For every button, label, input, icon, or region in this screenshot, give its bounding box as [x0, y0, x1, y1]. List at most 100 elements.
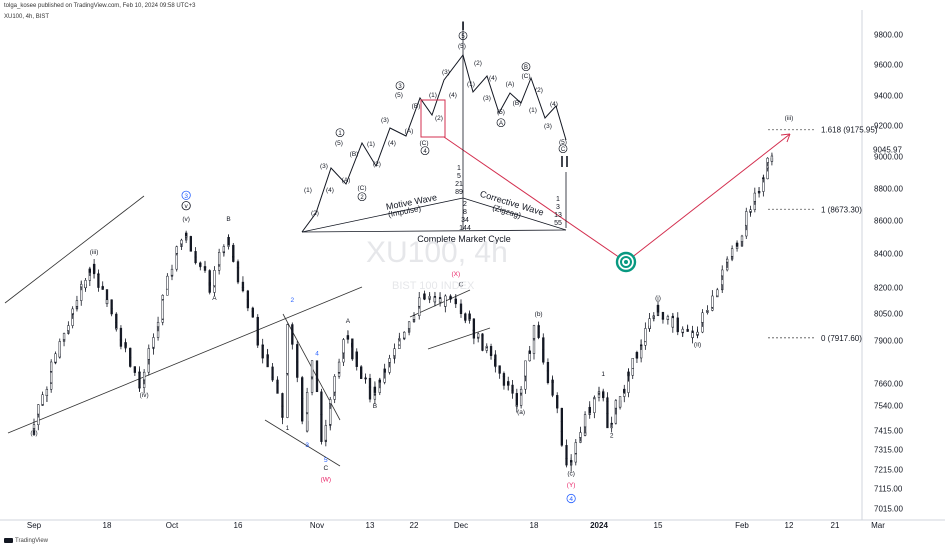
time-tick-label: Oct — [166, 521, 179, 530]
fib-right-value: 1 — [556, 196, 560, 203]
candle-body — [296, 344, 299, 363]
candle-body — [696, 331, 699, 335]
price-tick-label: 7660.00 — [874, 380, 903, 389]
price-tick-label: 7015.00 — [874, 505, 903, 514]
candle-body — [627, 371, 630, 376]
fib-right-value: 55 — [554, 220, 562, 227]
candle-body — [481, 335, 484, 351]
candle-body — [80, 284, 83, 288]
wave-label: (iv) — [140, 392, 149, 399]
price-tick-label: 8200.00 — [874, 284, 903, 293]
price-tick-label: 7415.00 — [874, 427, 903, 436]
time-tick-label: 22 — [410, 521, 419, 530]
diagram-wave-label: (5) — [395, 92, 403, 99]
lower-trendline — [7, 286, 363, 434]
wave-label: B — [373, 403, 377, 410]
candle-body — [618, 396, 622, 408]
fib-levels: 1.618 (9175.95) 1 (8673.30) 0 (7917.60) — [768, 126, 878, 343]
fib-left-value: 5 — [457, 173, 461, 180]
candle-body — [320, 414, 323, 442]
candle-body — [569, 460, 573, 463]
tradingview-logo: TradingView — [4, 538, 48, 544]
wave-label: (W) — [321, 476, 331, 483]
wave-label: A — [212, 295, 217, 302]
diagram-wave-label: (1) — [367, 141, 375, 148]
wave-label: (i) — [655, 295, 661, 302]
diagram-circle — [458, 31, 468, 41]
candle-body — [593, 397, 596, 399]
price-tick-label: 7215.00 — [874, 466, 903, 475]
candles — [32, 152, 774, 472]
candle-body — [610, 422, 613, 425]
candle-body — [468, 313, 471, 320]
candle-body — [110, 299, 113, 310]
price-tick-label: 8400.00 — [874, 250, 903, 259]
diagram-wave-label: (2) — [474, 60, 482, 67]
diagram-wave-label: (C) — [357, 185, 366, 192]
candle-body — [41, 394, 44, 405]
candle-body — [464, 318, 467, 321]
candle-body — [393, 348, 396, 356]
price-tick-label: 7115.00 — [874, 485, 903, 494]
price-axis[interactable]: 9800.00 9600.00 9400.00 9200.00 9000.00 8800.… — [873, 31, 903, 514]
candle-body — [701, 312, 704, 323]
time-tick-label: Feb — [735, 521, 749, 530]
price-tick-label: 9200.00 — [874, 122, 903, 131]
time-tick-label: Sep — [27, 521, 42, 530]
wave-label: C — [323, 465, 328, 472]
candle-body — [745, 211, 748, 226]
candle-body — [337, 361, 341, 373]
time-tick-label: 2024 — [590, 521, 608, 530]
wave-label: 4 — [315, 350, 319, 357]
candle-body — [726, 258, 729, 263]
candle-body — [101, 286, 104, 290]
diagram-circle-label: A — [499, 121, 503, 127]
candle-body — [730, 248, 734, 257]
wave-label: 3 — [305, 442, 309, 449]
fib-label: 0 (7917.60) — [821, 334, 862, 343]
candle-body — [444, 295, 447, 307]
price-tick-label: 9000.00 — [874, 153, 903, 162]
candle-body — [217, 252, 221, 265]
diagram-wave-label: (3) — [320, 163, 328, 170]
candle-body — [428, 296, 431, 299]
wave-label: (c) — [567, 471, 575, 478]
candle-body — [184, 236, 188, 238]
diagram-circle — [420, 146, 430, 156]
candle-body — [770, 155, 774, 162]
fib-label: 1.618 (9175.95) — [821, 126, 878, 135]
wave-label: B — [226, 216, 230, 223]
diagram-circle — [521, 62, 531, 72]
candle-body — [666, 316, 670, 320]
candle-body — [296, 361, 299, 378]
candle-body — [71, 308, 74, 314]
wave-label: 5 — [324, 457, 328, 464]
candle-body — [551, 379, 554, 396]
price-tick-label: 8800.00 — [874, 185, 903, 194]
candle-body — [454, 298, 457, 305]
wave-label: (iii) — [90, 249, 99, 256]
wave-label: A — [346, 318, 351, 325]
candle-body — [735, 242, 739, 247]
wave-label: 1 — [286, 425, 290, 432]
price-tick-label: 8050.00 — [874, 310, 903, 319]
motive-baseline — [301, 197, 464, 233]
candle-body — [656, 304, 660, 313]
publisher-line: tolga_kosee published on TradingView.com… — [4, 3, 196, 9]
candle-body — [119, 339, 123, 347]
candle-body — [602, 393, 605, 398]
time-axis[interactable]: Sep 18 Oct 16 Nov 13 22 Dec 18 2024 15 Feb 12 21 Mar — [27, 521, 885, 530]
time-tick-label: 13 — [366, 521, 375, 530]
candle-body — [433, 297, 437, 303]
candle-body — [241, 287, 245, 292]
watermark-subtitle: BIST 100 INDEX — [392, 280, 475, 292]
candle-body — [546, 370, 550, 384]
time-tick-label: Dec — [454, 521, 468, 530]
candle-body — [115, 313, 118, 323]
candle-body — [222, 246, 226, 253]
diagram-wave-label: (1) — [467, 81, 475, 88]
candle-body — [639, 344, 643, 347]
candle-body — [519, 388, 523, 394]
candle-body — [166, 275, 169, 290]
